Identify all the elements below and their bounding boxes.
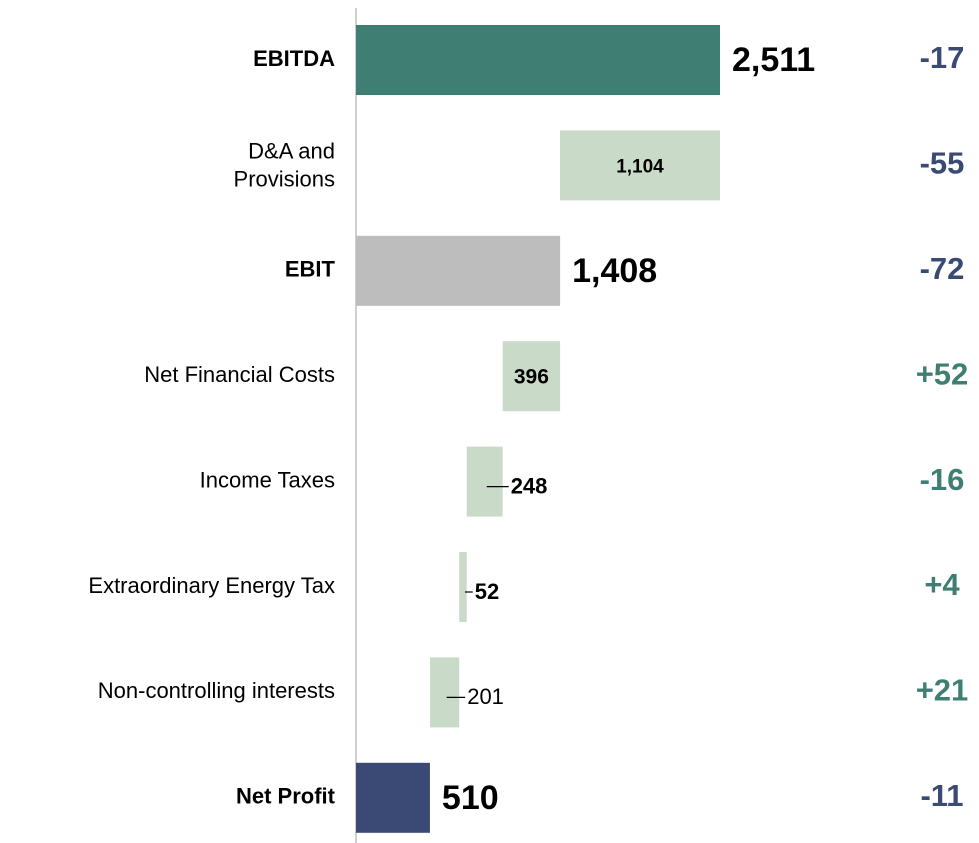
value-label: 2,511 [732, 41, 815, 79]
change-label: +21 [916, 673, 969, 708]
value-label: 1,408 [572, 252, 657, 290]
bar [356, 762, 430, 833]
bar [559, 130, 720, 201]
category-label: Income Taxes [200, 467, 335, 492]
change-label: -55 [920, 146, 965, 181]
bar [356, 25, 720, 95]
category-label: EBIT [285, 257, 336, 282]
change-label: -11 [920, 778, 963, 813]
value-label: 510 [442, 779, 499, 817]
change-label: -16 [920, 462, 965, 497]
change-label: +4 [924, 567, 960, 602]
value-label: 201 [467, 684, 504, 709]
value-label: 396 [514, 366, 549, 389]
value-label: 1,104 [616, 156, 664, 177]
category-label: Non-controlling interests [98, 678, 335, 703]
change-label: -17 [920, 40, 965, 75]
value-label: 248 [511, 473, 548, 498]
category-label: EBITDA [253, 46, 335, 71]
category-label: Net Profit [236, 784, 336, 809]
change-label: -72 [920, 251, 965, 286]
value-label: 52 [475, 579, 499, 604]
bar [430, 657, 460, 728]
bar [459, 552, 467, 622]
category-label: D&A and Provisions [234, 138, 335, 191]
category-label: Net Financial Costs [144, 362, 335, 387]
bar [356, 235, 561, 306]
bar [466, 446, 503, 517]
change-label: +52 [916, 356, 969, 391]
category-label: Extraordinary Energy Tax [88, 573, 335, 598]
bar [502, 341, 561, 412]
